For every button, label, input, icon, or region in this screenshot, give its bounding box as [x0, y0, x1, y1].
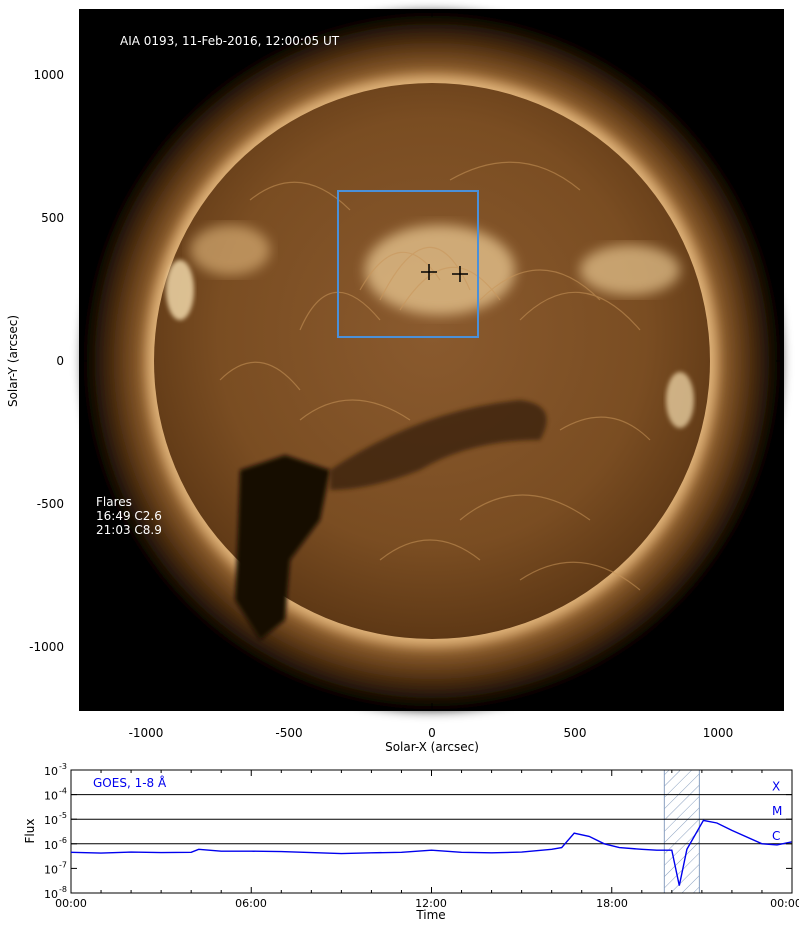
image-axis-ticks — [79, 9, 784, 711]
class-label-c: C — [772, 829, 780, 843]
goes-flux-chart: GOES, 1-8 Å X M C 10-310-410-510-610-710… — [23, 762, 799, 922]
class-label-m: M — [772, 804, 782, 818]
y-tick-label: 10 — [44, 814, 58, 827]
flare-marker-2 — [452, 266, 468, 282]
y-axis-label: Flux — [23, 819, 37, 844]
y-tick-exponent: -7 — [59, 860, 67, 869]
class-label-x: X — [772, 780, 780, 794]
x-tick-label: 500 — [564, 726, 587, 740]
y-tick-label: -1000 — [29, 640, 64, 654]
y-tick-exponent: -4 — [59, 787, 67, 796]
y-tick-label: 10 — [44, 839, 58, 852]
x-tick-label: 18:00 — [596, 897, 628, 910]
x-tick-label: -500 — [275, 726, 302, 740]
goes-legend-label: GOES, 1-8 Å — [93, 775, 167, 790]
dark-filament — [330, 400, 547, 490]
active-region-limb-east — [166, 260, 194, 320]
y-tick-label: 10 — [44, 863, 58, 876]
x-tick-label: 00:00 — [770, 897, 799, 910]
y-tick-exponent: -6 — [59, 836, 67, 845]
active-region-west — [580, 245, 680, 295]
x-tick-label: -1000 — [129, 726, 164, 740]
flare-item-1: 16:49 C2.6 — [96, 509, 162, 523]
x-tick-label: 06:00 — [235, 897, 267, 910]
image-axis-minor-ticks — [79, 17, 776, 711]
y-tick-label: 10 — [44, 790, 58, 803]
x-axis-label: Solar-X (arcsec) — [385, 740, 479, 754]
y-tick-label: 500 — [41, 211, 64, 225]
x-tick-label: 00:00 — [55, 897, 87, 910]
y-tick-exponent: -5 — [59, 811, 67, 820]
flares-heading: Flares — [96, 495, 132, 509]
flare-item-2: 21:03 C8.9 — [96, 523, 162, 537]
region-of-interest-box — [337, 190, 479, 338]
active-region-limb-west — [666, 372, 694, 428]
y-tick-exponent: -8 — [59, 885, 67, 894]
y-tick-label: 10 — [44, 765, 58, 778]
y-tick-label: 1000 — [33, 68, 64, 82]
x-axis-label: Time — [415, 908, 445, 922]
y-axis-label: Solar-Y (arcsec) — [6, 315, 20, 407]
y-tick-label: -500 — [37, 497, 64, 511]
coronal-hole — [235, 455, 330, 640]
y-tick-label: 10 — [44, 888, 58, 901]
y-tick-exponent: -3 — [59, 762, 67, 771]
active-region-east — [190, 225, 270, 275]
y-tick-label: 0 — [56, 354, 64, 368]
image-title: AIA 0193, 11-Feb-2016, 12:00:05 UT — [120, 34, 340, 48]
flare-marker-1 — [421, 264, 437, 280]
x-tick-label: 12:00 — [415, 897, 447, 910]
x-tick-label: 0 — [428, 726, 436, 740]
solar-image-panel: AIA 0193, 11-Feb-2016, 12:00:05 UT Flare… — [6, 9, 784, 754]
x-tick-label: 1000 — [703, 726, 734, 740]
goes-flux-line — [70, 819, 792, 886]
